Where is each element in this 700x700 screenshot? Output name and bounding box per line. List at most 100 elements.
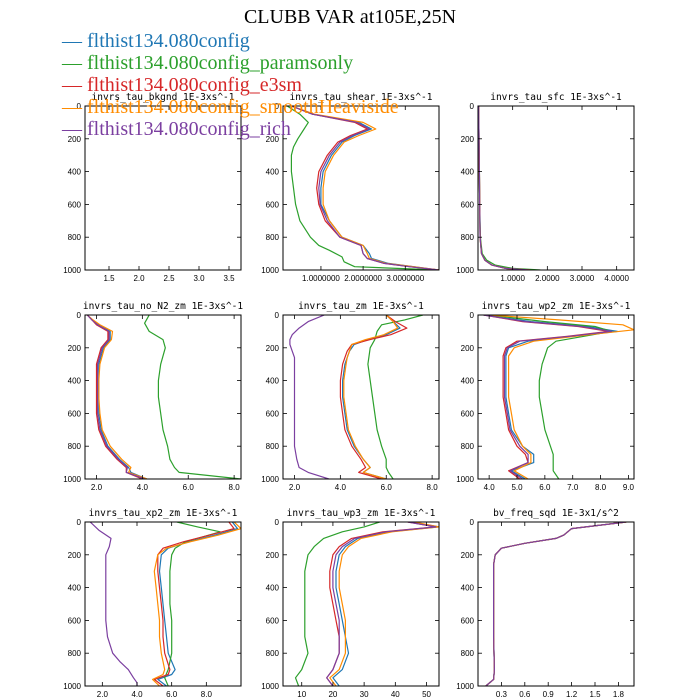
y-tick-label: 0: [470, 102, 475, 111]
series-line: [478, 106, 531, 270]
y-tick-label: 600: [461, 409, 475, 418]
y-tick-label: 0: [275, 102, 280, 111]
y-tick-label: 1000: [456, 475, 474, 484]
x-tick-label: 6.0: [539, 483, 551, 492]
chart-panel: invrs_tau_shear 1E-3xs^-1 0 200 400 600 800 10…: [261, 92, 440, 283]
series-line: [86, 315, 148, 479]
x-tick-label: 4.0: [335, 483, 347, 492]
x-tick-label: 9.0: [623, 483, 635, 492]
chart-panel: invrs_tau_no_N2_zm 1E-3xs^-10 200 400 600 80…: [63, 301, 243, 492]
plot-frame: [477, 521, 635, 687]
x-tick-label: 50: [422, 690, 431, 699]
panel-title: invrs_tau_no_N2_zm 1E-3xs^-1: [83, 301, 243, 312]
y-tick-label: 800: [68, 442, 82, 451]
y-tick-label: 1000: [456, 682, 474, 691]
x-tick-label: 1.5: [589, 690, 601, 699]
series-line: [289, 315, 330, 479]
y-tick-label: 200: [266, 135, 280, 144]
y-tick-label: 600: [461, 616, 475, 625]
y-tick-label: 600: [266, 409, 280, 418]
chart-panel: invrs_tau_bkgnd 1E-3xs^-1 0 200 400 600 800 10…: [63, 92, 242, 283]
page-title: CLUBB VAR at105E,25N: [243, 6, 457, 28]
y-tick-label: 1000: [63, 266, 81, 275]
y-tick-label: 400: [68, 584, 82, 593]
y-tick-label: 800: [266, 233, 280, 242]
series-line: [339, 315, 408, 479]
plot-frame: [282, 105, 440, 271]
series-group: [478, 106, 541, 270]
series-line: [478, 106, 531, 270]
y-tick-label: 0: [77, 518, 82, 527]
y-tick-label: 0: [470, 518, 475, 527]
x-tick-label: 10: [297, 690, 306, 699]
plot-frame: [282, 521, 440, 687]
series-group: [485, 522, 627, 686]
y-tick-label: 200: [68, 551, 82, 560]
series-line: [86, 315, 145, 479]
series-line: [478, 106, 541, 270]
chart-panel: invrs_tau_wp3_zm 1E-3xs^-1 0 200 400 600 800 1…: [261, 508, 440, 699]
panel-title: bv_freq_sqd 1E-3x1/s^2: [493, 508, 619, 519]
y-tick-label: 800: [461, 649, 475, 658]
series-group: [286, 106, 439, 270]
x-tick-label: 0.9: [543, 690, 555, 699]
x-tick-label: 2.5: [163, 274, 175, 283]
panel-title: invrs_tau_zm 1E-3xs^-1: [298, 301, 424, 312]
plot-frame: [84, 314, 242, 480]
panel-title: invrs_tau_wp2_zm 1E-3xs^-1: [482, 301, 631, 312]
x-tick-label: 2.0: [91, 483, 103, 492]
y-tick-label: 600: [68, 409, 82, 418]
y-tick-label: 0: [275, 518, 280, 527]
x-tick-label: 4.0000: [604, 274, 629, 283]
y-tick-label: 600: [68, 200, 82, 209]
x-tick-label: 30: [360, 690, 369, 699]
series-line: [157, 522, 239, 686]
panel-title: invrs_tau_xp2_zm 1E-3xs^-1: [89, 508, 238, 519]
y-tick-label: 1000: [63, 475, 81, 484]
y-tick-label: 0: [470, 311, 475, 320]
chart-panel: invrs_tau_zm 1E-3xs^-1 0 200 400 600 800 1000 2…: [261, 301, 440, 492]
x-tick-label: 40: [391, 690, 400, 699]
panel-title: invrs_tau_sfc 1E-3xs^-1: [490, 92, 622, 103]
y-tick-label: 200: [461, 344, 475, 353]
x-tick-label: 2.0000: [535, 274, 560, 283]
plot-frame: [282, 314, 440, 480]
y-tick-label: 400: [68, 168, 82, 177]
legend: — flthist134.080config — flthist134.080c…: [62, 30, 399, 140]
panel-title: invrs_tau_shear 1E-3xs^-1: [290, 92, 433, 103]
y-tick-label: 400: [266, 168, 280, 177]
y-tick-label: 200: [461, 551, 475, 560]
panel-title: invrs_tau_wp3_zm 1E-3xs^-1: [287, 508, 436, 519]
y-tick-label: 600: [461, 200, 475, 209]
y-tick-label: 1000: [456, 266, 474, 275]
series-group: [289, 315, 424, 479]
y-tick-label: 600: [266, 200, 280, 209]
x-tick-label: 6.0: [183, 483, 195, 492]
series-line: [152, 522, 241, 686]
y-tick-label: 0: [77, 311, 82, 320]
x-tick-label: 1.5: [103, 274, 115, 283]
x-tick-label: 2.0: [289, 483, 301, 492]
series-line: [144, 315, 241, 479]
y-tick-label: 800: [68, 649, 82, 658]
y-tick-label: 200: [68, 135, 82, 144]
legend-item: — flthist134.080config_rich: [62, 118, 291, 140]
x-tick-label: 4.0: [137, 483, 149, 492]
plot-frame: [477, 105, 635, 271]
legend-item: — flthist134.080config_smoothHeaviside: [62, 96, 399, 118]
x-tick-label: 8.0: [201, 690, 213, 699]
y-tick-label: 800: [68, 233, 82, 242]
x-tick-label: 8.0: [229, 483, 241, 492]
x-tick-label: 1.0000000: [302, 274, 340, 283]
y-tick-label: 1000: [63, 682, 81, 691]
series-line: [478, 106, 531, 270]
plot-frame: [477, 314, 635, 480]
x-tick-label: 6.0: [166, 690, 178, 699]
series-line: [478, 106, 531, 270]
x-tick-label: 2.0: [133, 274, 145, 283]
x-tick-label: 1.0000: [500, 274, 525, 283]
series-line: [489, 315, 634, 479]
y-tick-label: 800: [266, 649, 280, 658]
y-tick-label: 800: [266, 442, 280, 451]
series-line: [286, 106, 439, 270]
